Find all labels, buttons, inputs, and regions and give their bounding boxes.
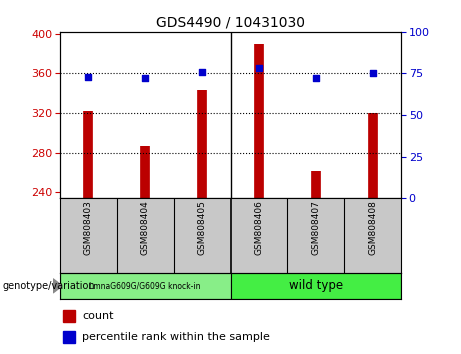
- Text: GSM808406: GSM808406: [254, 200, 263, 255]
- Text: percentile rank within the sample: percentile rank within the sample: [82, 332, 270, 342]
- Text: GSM808408: GSM808408: [368, 200, 377, 255]
- FancyBboxPatch shape: [60, 273, 230, 299]
- Text: wild type: wild type: [289, 279, 343, 292]
- Text: genotype/variation: genotype/variation: [2, 281, 95, 291]
- Text: GSM808407: GSM808407: [311, 200, 320, 255]
- Point: [198, 69, 206, 75]
- Polygon shape: [53, 279, 62, 293]
- Text: LmnaG609G/G609G knock-in: LmnaG609G/G609G knock-in: [89, 281, 201, 290]
- Text: GSM808405: GSM808405: [198, 200, 207, 255]
- Text: GDS4490 / 10431030: GDS4490 / 10431030: [156, 16, 305, 30]
- FancyBboxPatch shape: [230, 273, 401, 299]
- Text: GSM808403: GSM808403: [84, 200, 93, 255]
- Bar: [63, 309, 75, 322]
- Text: GSM808404: GSM808404: [141, 200, 150, 255]
- Point: [85, 74, 92, 80]
- Point: [142, 76, 149, 81]
- Text: count: count: [82, 311, 113, 321]
- Point: [255, 65, 263, 71]
- Bar: [63, 331, 75, 343]
- Point: [369, 71, 376, 76]
- Point: [312, 76, 319, 81]
